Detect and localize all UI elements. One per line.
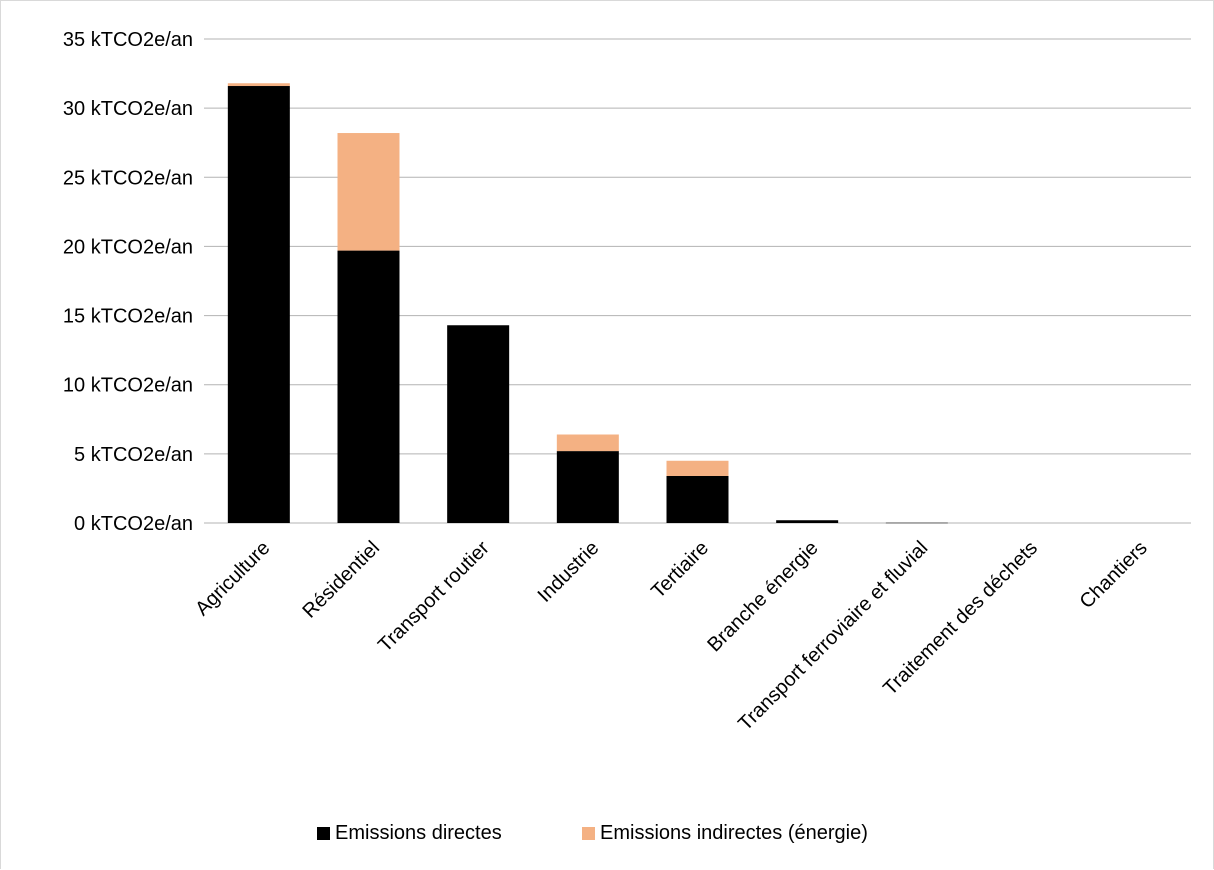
bar-direct-3 [556,451,619,523]
bar-direct-4 [666,475,729,523]
legend: Emissions directes Emissions indirectes (… [317,822,868,844]
bar-direct-6 [885,522,948,524]
y-axis-tick-labels: 0 kTCO2e/an 5 kTCO2e/an 10 kTCO2e/an 15 kTC… [63,29,193,535]
x-category-label: Branche énergie [703,537,822,656]
bar-direct-2 [447,325,510,523]
y-tick-label: 10 kTCO2e/an [63,375,193,397]
y-tick-label: 0 kTCO2e/an [74,513,193,535]
legend-swatch-indirect [582,827,595,840]
bar-direct-5 [776,520,839,523]
y-tick-label: 5 kTCO2e/an [74,444,193,466]
y-tick-label: 25 kTCO2e/an [63,167,193,189]
x-category-label: Industrie [534,537,604,607]
bar-indirect-0 [227,83,290,87]
bar-indirect-4 [666,460,729,476]
x-category-label: Transport routier [374,537,494,657]
x-category-label: Tertiaire [647,537,713,603]
bar-indirect-1 [337,133,400,251]
bar-direct-1 [337,250,400,523]
legend-label: Emissions directes [335,822,502,844]
bars [227,83,948,524]
x-category-label: Chantiers [1076,537,1152,613]
legend-label: Emissions indirectes (énergie) [600,822,868,844]
bar-direct-0 [227,86,290,523]
x-category-label: Transport ferroviaire et fluvial [734,537,932,735]
y-tick-label: 35 kTCO2e/an [63,29,193,51]
y-tick-label: 15 kTCO2e/an [63,306,193,328]
legend-swatch-direct [317,827,330,840]
bar-indirect-3 [556,434,619,452]
y-tick-label: 30 kTCO2e/an [63,98,193,120]
y-tick-label: 20 kTCO2e/an [63,236,193,258]
x-category-label: Résidentiel [299,537,385,623]
x-category-label: Agriculture [191,537,274,620]
